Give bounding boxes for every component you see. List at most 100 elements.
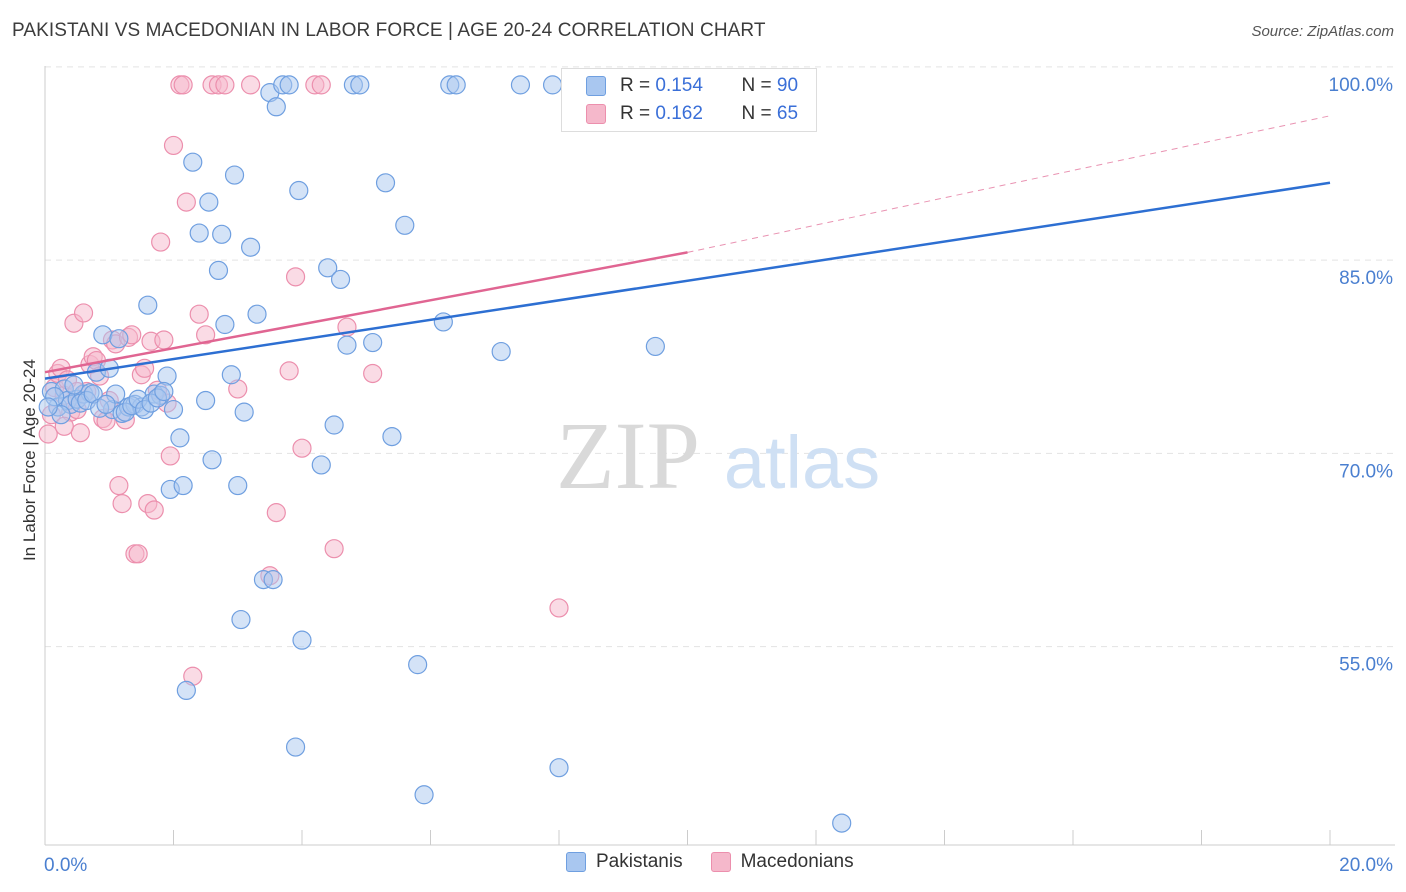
pakistanis-point (337, 335, 357, 355)
pakistanis-point (64, 375, 84, 395)
pakistanis-point (247, 304, 267, 324)
pakistanis-point (263, 570, 283, 590)
pakistanis-point (350, 75, 370, 95)
axes (44, 66, 1395, 846)
pakistanis-point (154, 381, 174, 402)
pakistanis-point (241, 237, 261, 257)
gridlines (45, 66, 1395, 648)
y-tick-label: 85.0% (1339, 268, 1393, 289)
pakistanis-point (176, 680, 196, 701)
trend-lines (44, 115, 1331, 380)
x-tick-label: 0.0% (44, 855, 87, 876)
stats-text-pakistanis: R = 0.154 N = 90 (620, 75, 798, 97)
pakistanis-point (93, 325, 113, 345)
pakistanis-point (202, 450, 222, 470)
n-value-pakistanis: 90 (776, 75, 799, 96)
macedonians-point (363, 363, 383, 384)
pakistanis-point (183, 152, 203, 172)
pakistanis-point (189, 223, 209, 243)
legend-label-pakistanis: Pakistanis (596, 851, 683, 872)
legend-label-macedonians: Macedonians (740, 851, 854, 872)
macedonians-swatch (586, 104, 606, 124)
pakistanis-point (173, 475, 193, 496)
series-legend: Pakistanis Macedonians (566, 851, 882, 873)
chart-title: PAKISTANI VS MACEDONIAN IN LABOR FORCE |… (12, 20, 766, 41)
macedonians-point (311, 75, 331, 95)
legend-item-macedonians[interactable]: Macedonians (710, 851, 854, 873)
source-note: Source: ZipAtlas.com (1251, 23, 1394, 40)
r-label: R = (620, 103, 651, 124)
pakistanis-point (228, 475, 248, 496)
pakistanis-point (292, 630, 312, 650)
y-tick-label: 55.0% (1339, 655, 1393, 676)
legend-item-pakistanis[interactable]: Pakistanis (566, 851, 683, 873)
stats-text-macedonians: R = 0.162 N = 65 (620, 103, 798, 125)
macedonians-points (38, 75, 582, 686)
pakistanis-point (163, 399, 184, 420)
pakistanis-point (289, 180, 309, 201)
pakistanis-point (549, 758, 569, 778)
pakistanis-point (199, 192, 219, 212)
y-tick-label: 100.0% (1329, 75, 1394, 96)
pakistanis-point (375, 173, 396, 193)
pakistanis-point (231, 609, 251, 630)
pakistanis-point (318, 258, 338, 278)
macedonians-point (112, 493, 132, 514)
watermark-atlas: atlas (724, 421, 880, 504)
macedonians-trend-line (44, 251, 688, 374)
macedonians-point (38, 424, 58, 444)
pakistanis-point (279, 75, 299, 95)
pakistanis-point (157, 366, 177, 386)
r-value-pakistanis: 0.154 (655, 75, 703, 96)
watermark-zip: ZIP (556, 402, 700, 509)
pakistanis-point (542, 75, 563, 95)
pakistanis-point (285, 737, 306, 757)
pakistanis-point (38, 397, 58, 417)
pakistanis-point (832, 813, 852, 833)
macedonians-point (324, 539, 344, 559)
macedonians-point (176, 192, 196, 212)
macedonians-point (173, 75, 193, 95)
r-label: R = (620, 75, 651, 96)
n-label: N = (741, 103, 772, 124)
pakistanis-point (212, 224, 232, 244)
pakistanis-point (510, 75, 531, 95)
macedonians-point (73, 303, 94, 323)
macedonians-point (128, 544, 148, 564)
pakistanis-point (266, 97, 286, 117)
x-tick-label: 20.0% (1339, 855, 1393, 876)
legend-swatch-macedonians (710, 852, 731, 872)
r-value-macedonians: 0.162 (655, 103, 703, 124)
y-tick-label: 70.0% (1339, 461, 1393, 482)
pakistanis-point (138, 295, 158, 315)
macedonians-point (109, 475, 129, 496)
macedonians-point (549, 598, 569, 618)
watermark: ZIP atlas (556, 402, 880, 509)
pakistanis-point (324, 415, 344, 435)
macedonians-point (163, 135, 184, 156)
pakistanis-point (408, 655, 428, 675)
pakistanis-point (363, 332, 383, 353)
pakistanis-point (170, 428, 190, 448)
pakistanis-point (311, 455, 331, 475)
macedonians-point (266, 503, 286, 523)
pakistanis-point (433, 312, 453, 332)
pakistanis-point (96, 394, 116, 414)
macedonians-point (70, 423, 90, 443)
macedonians-point (144, 500, 164, 520)
pakistanis-trend-line (44, 181, 1331, 380)
pakistanis-point (330, 269, 351, 290)
macedonians-point (285, 267, 306, 287)
macedonians-point (151, 232, 171, 252)
macedonians-point (215, 75, 235, 95)
pakistanis-points (38, 75, 852, 833)
n-label: N = (741, 75, 772, 96)
pakistanis-point (382, 426, 402, 447)
tick-labels: 100.0% 85.0% 70.0% 55.0% 0.0% 20.0% (44, 75, 1393, 876)
pakistanis-point (215, 314, 235, 335)
macedonians-point (292, 438, 312, 458)
pakistanis-point (208, 260, 229, 281)
macedonians-point (241, 75, 261, 95)
macedonians-point (154, 330, 174, 350)
